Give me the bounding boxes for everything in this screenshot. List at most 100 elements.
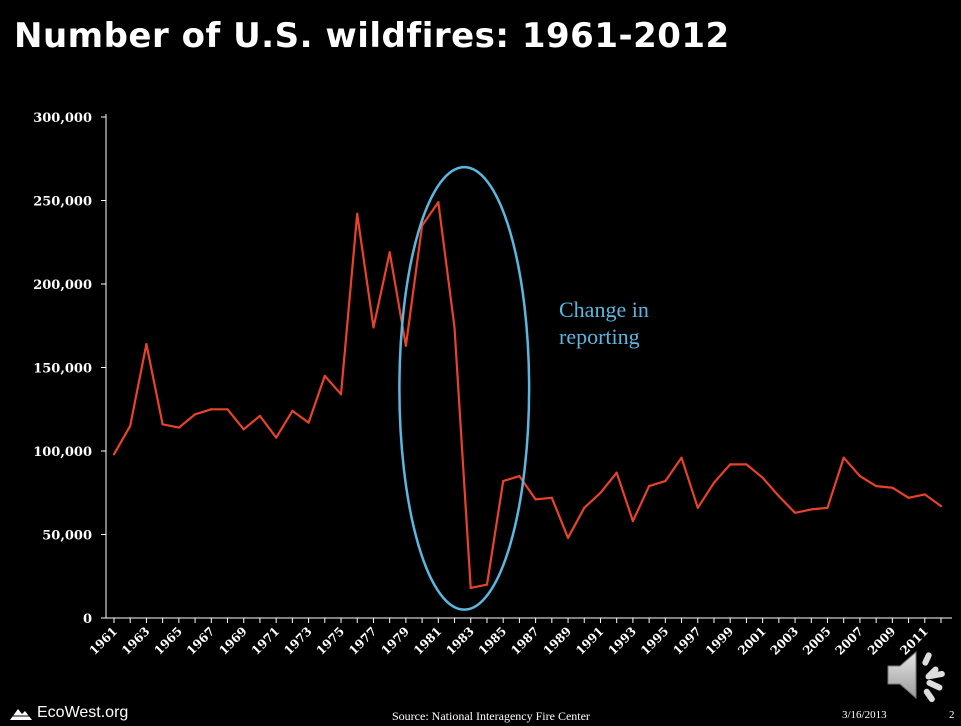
x-tick-label: 1981	[411, 624, 445, 658]
data-point	[550, 496, 553, 499]
y-tick-label: 50,000	[42, 529, 92, 544]
data-point	[939, 505, 943, 508]
data-point	[648, 484, 651, 488]
logo-text: EcoWest.org	[37, 704, 129, 721]
data-point	[372, 326, 375, 329]
data-point	[210, 408, 213, 411]
x-tick-label: 1993	[606, 624, 640, 658]
data-point	[469, 586, 472, 590]
x-tick-label: 2005	[800, 624, 834, 658]
data-point	[745, 463, 748, 466]
data-point	[664, 479, 667, 483]
data-point	[307, 421, 310, 424]
data-point	[177, 426, 180, 429]
x-tick-group: 1961196319651967196919711973197519771979…	[87, 618, 942, 658]
y-tick-label: 0	[83, 612, 92, 627]
x-tick-label: 1983	[443, 624, 477, 658]
data-point	[339, 393, 343, 396]
data-point	[615, 471, 618, 474]
data-point	[161, 423, 164, 426]
y-tick-label: 300,000	[33, 111, 92, 126]
y-tick-label: 200,000	[33, 278, 92, 293]
x-tick-label: 2007	[833, 624, 867, 658]
x-tick-label: 1987	[508, 624, 542, 658]
x-tick-label: 1991	[573, 624, 607, 658]
data-point	[275, 436, 278, 439]
speaker-icon[interactable]	[884, 646, 954, 704]
data-point	[226, 408, 229, 411]
slide-title: Number of U.S. wildfires: 1961-2012	[14, 16, 730, 56]
annotation-text: Change in reporting	[559, 296, 649, 350]
data-point	[891, 486, 894, 489]
x-tick-label: 1999	[703, 624, 737, 658]
data-point	[356, 212, 359, 215]
data-point	[712, 481, 716, 484]
data-point	[145, 343, 148, 346]
data-point	[485, 583, 489, 586]
data-point	[112, 453, 116, 456]
data-point	[875, 484, 878, 488]
data-point	[129, 424, 132, 428]
x-tick-label: 1967	[184, 624, 218, 658]
data-point	[291, 409, 294, 413]
x-tick-label: 1973	[281, 624, 315, 658]
x-tick-label: 1963	[119, 624, 153, 658]
data-point	[502, 479, 505, 483]
x-tick-label: 1977	[346, 624, 380, 658]
data-point	[323, 374, 326, 377]
data-point	[729, 463, 732, 466]
x-tick-label: 1975	[314, 624, 348, 658]
x-tick-label: 1997	[670, 624, 704, 658]
data-point	[437, 201, 440, 204]
data-point	[631, 520, 635, 523]
data-point	[404, 344, 407, 347]
y-tick-label: 150,000	[33, 362, 92, 377]
data-point-group	[112, 201, 943, 590]
ecowest-logo[interactable]: EcoWest.org	[10, 704, 128, 722]
x-tick-label: 1989	[541, 624, 575, 658]
data-point	[858, 474, 862, 478]
data-point	[842, 456, 845, 459]
data-point	[777, 494, 780, 498]
data-point	[680, 456, 683, 459]
x-tick-label: 1971	[249, 624, 283, 658]
mountain-logo-icon	[10, 709, 32, 720]
data-point	[810, 508, 813, 511]
data-point	[826, 506, 829, 509]
data-point	[696, 506, 699, 509]
data-point	[793, 511, 797, 514]
series-line-wildfires	[113, 201, 942, 589]
x-tick-label: 2003	[768, 624, 802, 658]
data-point	[566, 536, 570, 539]
data-point	[242, 428, 245, 431]
data-point	[388, 251, 391, 254]
data-point	[923, 493, 926, 496]
data-point	[258, 414, 262, 418]
x-tick-label: 1979	[378, 624, 412, 658]
change-in-reporting-ellipse	[398, 165, 531, 611]
x-tick-label: 1961	[87, 624, 121, 658]
data-point	[907, 496, 910, 499]
slide-date: 3/16/2013	[842, 709, 887, 721]
y-tick-group: 0 50,000 100,000 150,000 200,000 250,000 300,0…	[33, 111, 106, 627]
data-point	[599, 491, 602, 494]
x-tick-label: 1985	[476, 624, 510, 658]
x-tick-label: 1969	[216, 624, 250, 658]
data-point	[518, 474, 521, 478]
source-text: Source: National Interagency Fire Center	[392, 709, 590, 723]
annotation-line-1: Change in	[559, 297, 649, 322]
x-tick-label: 2001	[735, 624, 769, 658]
x-tick-label: 1995	[638, 624, 672, 658]
data-point	[761, 476, 764, 479]
data-point	[534, 498, 537, 501]
data-point	[453, 326, 456, 329]
data-point	[583, 506, 586, 509]
annotation-line-2: reporting	[559, 324, 640, 349]
y-tick-label: 100,000	[33, 445, 92, 460]
y-tick-label: 250,000	[33, 195, 92, 210]
data-point	[193, 413, 197, 416]
x-tick-label: 1965	[151, 624, 185, 658]
page-number: 2	[949, 709, 955, 721]
